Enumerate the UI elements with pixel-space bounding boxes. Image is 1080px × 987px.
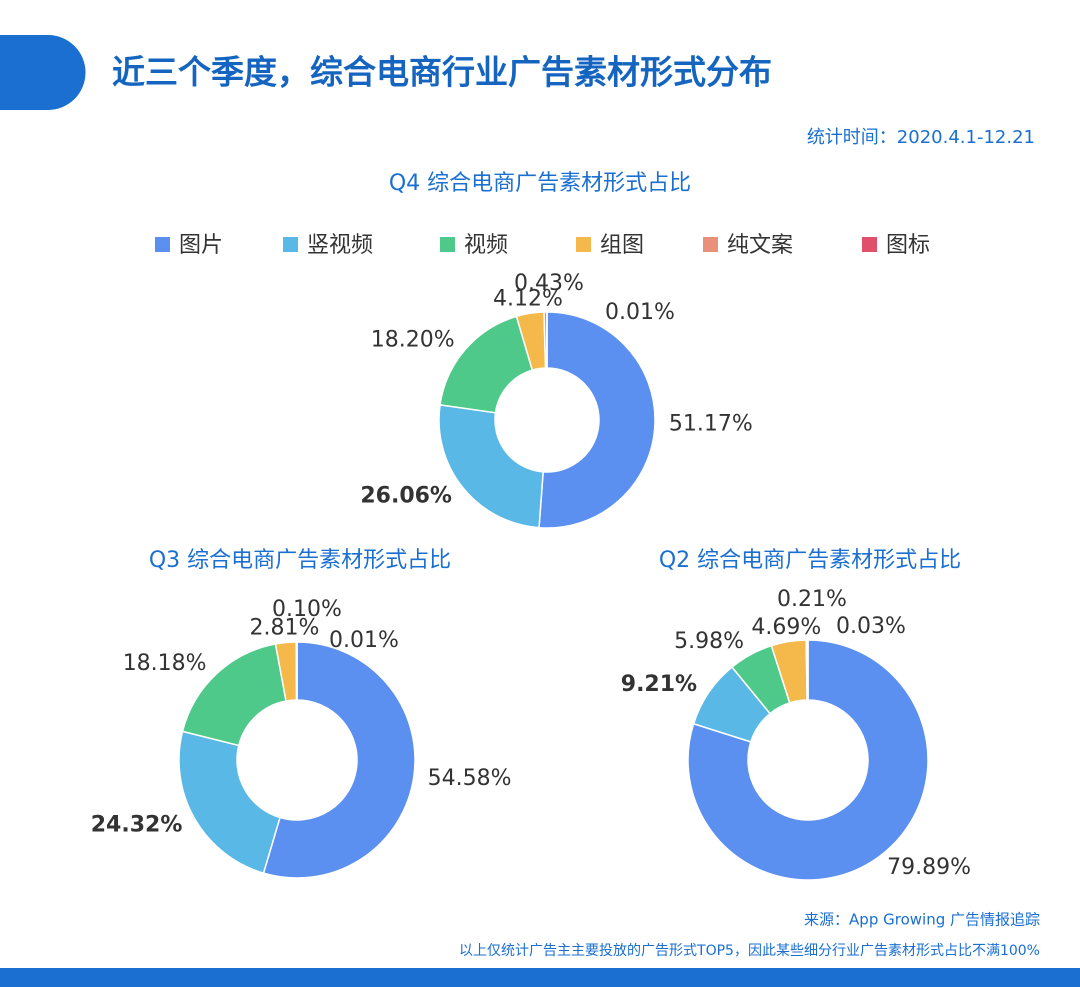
data-label: 0.21% bbox=[777, 587, 847, 612]
legend-swatch bbox=[155, 237, 170, 252]
data-label: 26.06% bbox=[360, 484, 452, 509]
chart-title: Q4 综合电商广告素材形式占比 bbox=[389, 171, 691, 196]
legend-swatch bbox=[576, 237, 591, 252]
bottom-bar bbox=[0, 968, 1080, 987]
data-label: 18.18% bbox=[123, 651, 207, 676]
donut-slice bbox=[178, 730, 281, 875]
donut-slice bbox=[438, 404, 544, 529]
legend-swatch bbox=[862, 237, 877, 252]
data-label: 51.17% bbox=[669, 412, 753, 437]
data-label: 24.32% bbox=[91, 812, 183, 837]
date-note: 统计时间：2020.4.1-12.21 bbox=[807, 127, 1035, 148]
legend-label: 组图 bbox=[600, 233, 644, 258]
data-label: 54.58% bbox=[428, 766, 512, 791]
source: 来源：App Growing 广告情报追踪 bbox=[804, 911, 1040, 929]
donut-slice bbox=[262, 641, 416, 879]
legend-label: 视频 bbox=[464, 233, 508, 258]
page-title: 近三个季度，综合电商行业广告素材形式分布 bbox=[112, 53, 772, 92]
title-tab bbox=[0, 35, 86, 110]
data-label: 0.10% bbox=[272, 597, 342, 622]
data-label: 5.98% bbox=[674, 629, 744, 654]
chart-title: Q2 综合电商广告素材形式占比 bbox=[659, 548, 961, 573]
data-label: 9.21% bbox=[621, 672, 697, 697]
data-label: 0.43% bbox=[514, 271, 584, 296]
data-label: 4.12% bbox=[493, 287, 563, 312]
donut-slice bbox=[687, 639, 929, 881]
footnote: 以上仅统计广告主主要投放的广告形式TOP5，因此某些细分行业广告素材形式占比不满… bbox=[459, 943, 1040, 959]
legend-swatch bbox=[283, 237, 298, 252]
donut-slice bbox=[538, 311, 656, 529]
legend-swatch bbox=[440, 237, 455, 252]
data-label: 4.69% bbox=[751, 615, 821, 640]
legend-label: 竖视频 bbox=[307, 233, 373, 258]
legend-swatch bbox=[703, 237, 718, 252]
data-label: 79.89% bbox=[887, 855, 971, 880]
data-label: 2.81% bbox=[250, 616, 320, 641]
donut-slice bbox=[439, 315, 534, 414]
chart-title: Q3 综合电商广告素材形式占比 bbox=[149, 548, 451, 573]
legend-label: 图标 bbox=[886, 233, 930, 258]
data-label: 0.01% bbox=[605, 300, 675, 325]
data-label: 0.01% bbox=[329, 628, 399, 653]
legend-label: 图片 bbox=[179, 233, 223, 258]
data-label: 18.20% bbox=[371, 327, 455, 352]
legend-label: 纯文案 bbox=[727, 233, 793, 258]
data-label: 0.03% bbox=[836, 614, 906, 639]
